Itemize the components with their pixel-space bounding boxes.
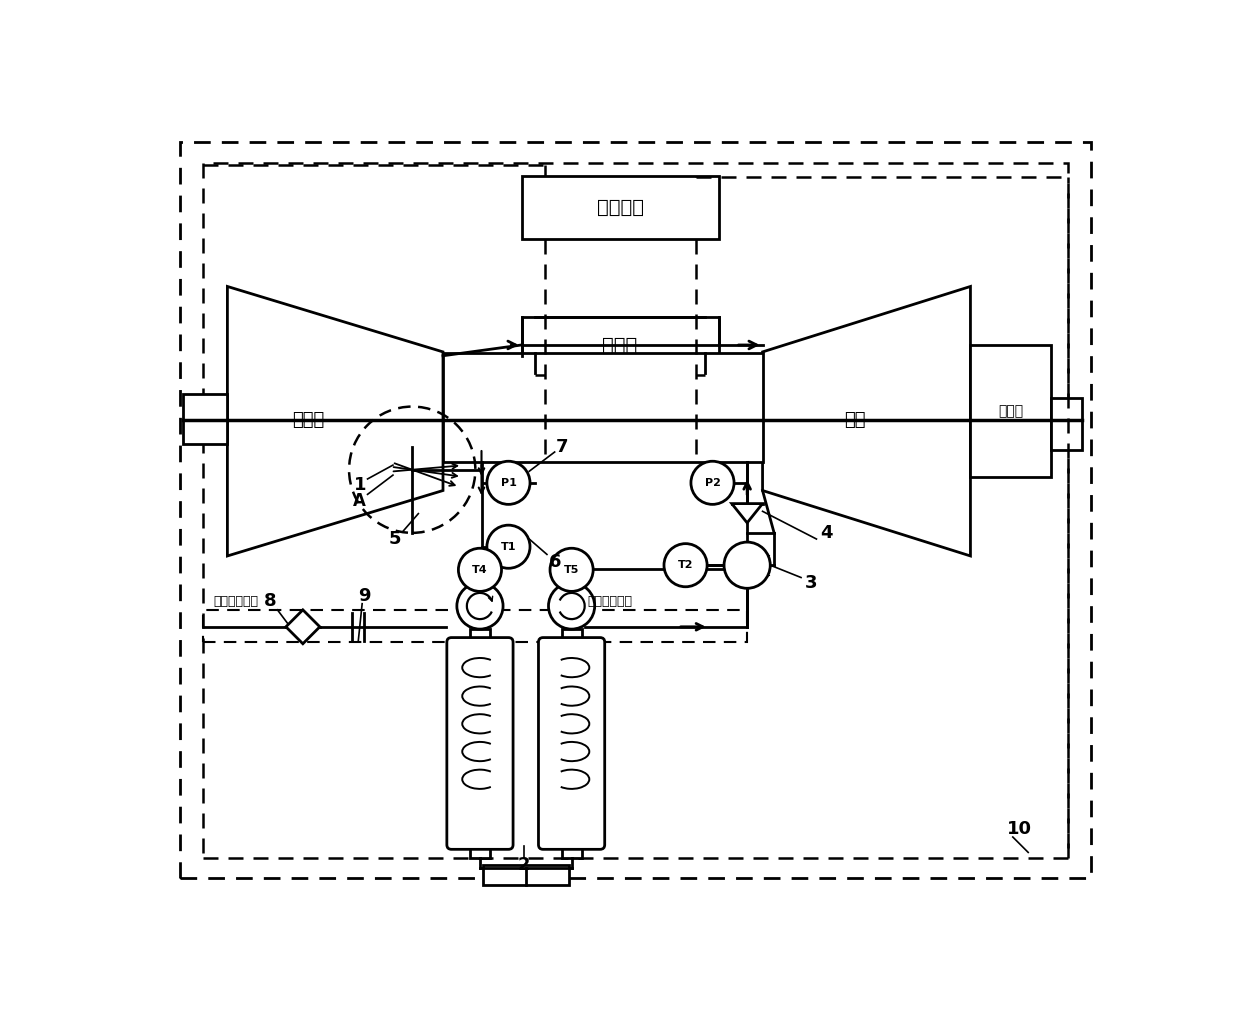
Text: 7: 7 [556, 438, 569, 455]
Text: 燃烧室: 燃烧室 [603, 336, 637, 355]
Circle shape [551, 549, 593, 591]
Polygon shape [286, 609, 320, 644]
Text: 9: 9 [358, 587, 371, 605]
Circle shape [459, 549, 501, 591]
Text: P1: P1 [501, 478, 516, 488]
Text: P2: P2 [704, 478, 720, 488]
Circle shape [663, 544, 707, 587]
Text: 1: 1 [353, 477, 366, 494]
Circle shape [691, 461, 734, 504]
Polygon shape [732, 504, 763, 523]
Text: 5: 5 [389, 530, 402, 548]
Text: T1: T1 [501, 541, 516, 552]
Bar [203, 609, 748, 642]
Text: 锅炉给水入口: 锅炉给水入口 [213, 595, 258, 608]
Polygon shape [227, 287, 443, 556]
Bar [470, 845, 490, 858]
Circle shape [724, 542, 770, 588]
Text: 4: 4 [820, 524, 833, 541]
Text: T2: T2 [678, 560, 693, 570]
Bar [971, 345, 1052, 478]
Circle shape [548, 583, 595, 629]
FancyBboxPatch shape [538, 638, 605, 850]
Bar [484, 865, 568, 885]
Text: 控制系统: 控制系统 [596, 198, 644, 217]
Text: 透平: 透平 [844, 411, 866, 429]
Text: 锅炉给水出口: 锅炉给水出口 [588, 595, 632, 608]
Text: T5: T5 [564, 565, 579, 575]
Bar [470, 629, 490, 642]
Bar [562, 845, 582, 858]
Bar [562, 629, 582, 642]
Circle shape [487, 525, 529, 568]
Text: A: A [353, 492, 366, 509]
Bar [1052, 399, 1083, 450]
Bar [203, 163, 1068, 858]
Text: 6: 6 [548, 553, 560, 571]
Text: 排气倀: 排气倀 [998, 405, 1024, 418]
Text: 2: 2 [517, 857, 529, 874]
Text: 10: 10 [1007, 820, 1032, 839]
Circle shape [456, 583, 503, 629]
FancyBboxPatch shape [446, 638, 513, 850]
Text: 8: 8 [263, 591, 277, 609]
Bar [182, 394, 227, 444]
Bar [522, 317, 719, 373]
Polygon shape [763, 287, 971, 556]
Text: 3: 3 [805, 574, 817, 592]
Circle shape [487, 461, 529, 504]
Text: 压气机: 压气机 [293, 411, 325, 429]
Bar [443, 353, 763, 462]
Bar [522, 175, 719, 238]
Text: T4: T4 [472, 565, 487, 575]
